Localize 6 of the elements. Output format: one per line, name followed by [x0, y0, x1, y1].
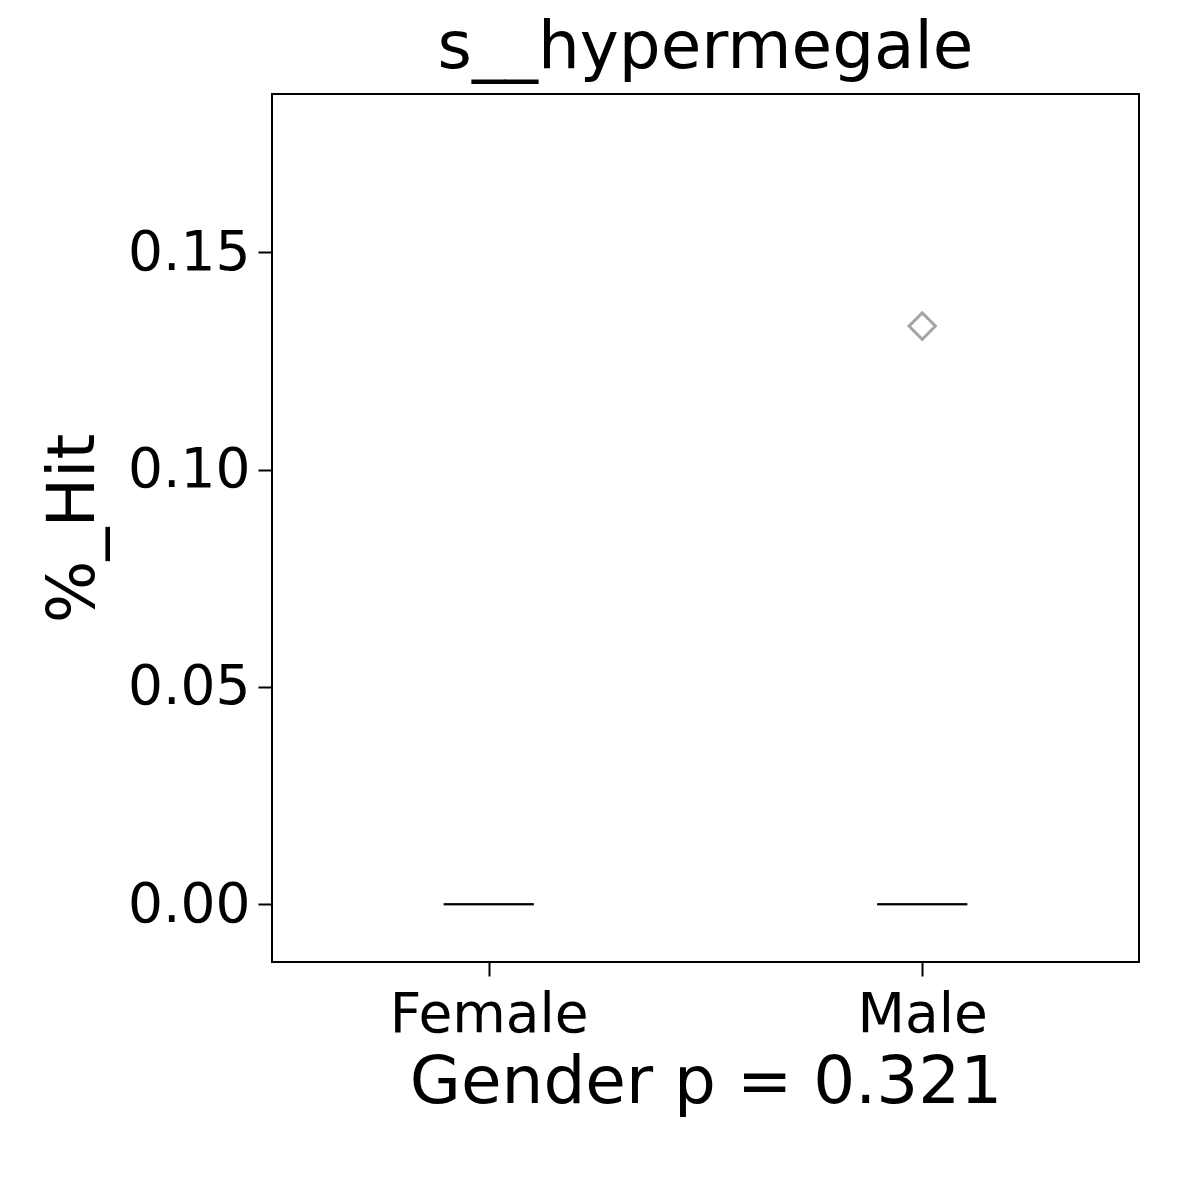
y-axis-title: %_Hit [33, 433, 111, 624]
y-tick-label: 0.15 [128, 218, 251, 283]
y-tick-label: 0.05 [128, 653, 251, 718]
y-tick-label: 0.00 [128, 870, 251, 935]
chart-title: s__hypermegale [437, 7, 974, 84]
y-tick-label: 0.10 [128, 436, 251, 501]
